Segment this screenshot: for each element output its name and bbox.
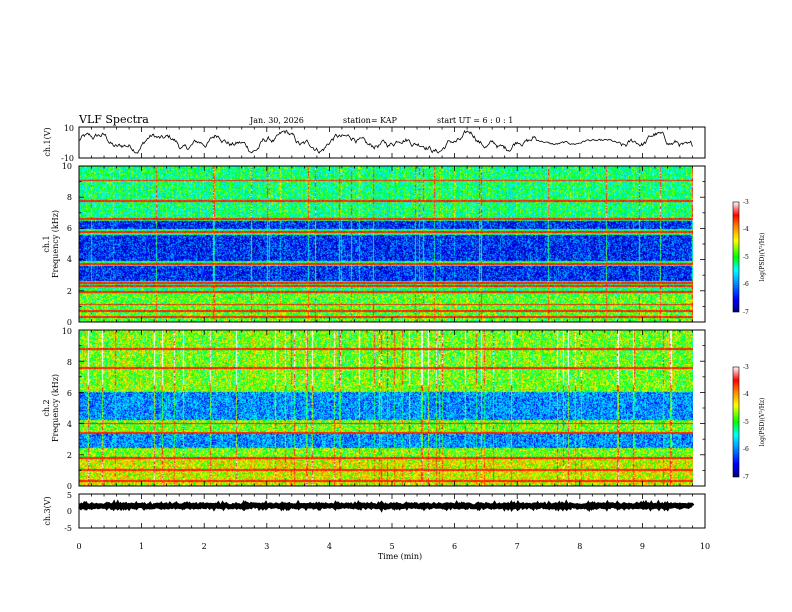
ch2-spec-ytick-2: 2 [67,451,72,460]
ch1-ticks [78,127,706,158]
ch1-spec-ylabel-2: Frequency (kHz) [51,210,60,278]
ch3-ylabel: ch.3(V) [43,496,52,525]
x-tick-label: 0 [76,542,81,551]
ch1-spectrogram-ticks [78,165,706,323]
x-tick-label: 8 [577,542,582,551]
ch1-ytick-bottom: -10 [61,154,74,163]
figure-station: station= KAP [343,116,398,125]
ch1-ytick-top: 10 [64,124,74,133]
x-tick-label: 5 [389,542,394,551]
ch1-waveform-line [78,129,693,154]
figure-start-ut: start UT = 6 : 0 : 1 [437,116,513,125]
ch1-spec-ytick-8: 8 [67,193,72,202]
colorbar-2-label: log(PSD)(V²/Hz) [759,398,766,447]
ch1-spectrogram-image [79,166,693,322]
ch2-spec-ylabel-1: ch.2 [42,399,51,416]
colorbar-2: -3 -4 -5 -6 -7 log(PSD)(V²/Hz) [732,364,766,481]
ch2-spec-ytick-10: 10 [62,327,72,336]
colorbar-1-tick-m4: -4 [743,226,749,233]
x-tick-label: 4 [327,542,332,551]
colorbar-2-tick-m4: -4 [743,391,749,398]
ch1-spec-ytick-6: 6 [67,224,72,233]
colorbar-2-gradient [732,366,740,478]
colorbar-1-tick-m5: -5 [743,254,749,261]
ch2-spec-ytick-6: 6 [67,389,72,398]
ch2-spec-ytick-8: 8 [67,358,72,367]
x-tick-label: 7 [515,542,520,551]
x-tick-label: 10 [700,542,710,551]
colorbar-2-tick-m5: -5 [743,419,749,426]
x-axis-label: Time (min) [378,552,422,561]
ch1-spectrogram-panel: 0 2 4 6 8 10 ch.1 Frequency (kHz) [42,162,706,327]
ch3-waveform-panel: 5 0 -5 ch.3(V) [43,491,706,533]
ch2-spectrogram-ticks [78,329,706,487]
figure-date: Jan. 30, 2026 [249,116,304,125]
x-tick-label: 1 [139,542,144,551]
colorbar-2-tick-m6: -6 [743,446,749,453]
ch1-spec-ytick-10: 10 [62,162,72,171]
ch2-spec-ytick-0: 0 [67,482,72,491]
colorbar-1-tick-m3: -3 [743,199,749,206]
ch3-waveform-line [78,499,695,513]
ch2-spectrogram-panel: 0 2 4 6 8 10 ch.2 Frequency (kHz) [42,327,706,491]
ch1-spec-ytick-2: 2 [67,287,72,296]
ch1-spec-ylabel-1: ch.1 [42,235,51,252]
x-tick-label: 2 [202,542,207,551]
x-axis-tick-labels: 0 1 2 3 4 5 6 7 8 9 10 [76,542,710,551]
ch2-spec-ytick-4: 4 [67,420,72,429]
x-tick-label: 3 [264,542,269,551]
ch2-spec-ylabel-2: Frequency (kHz) [51,374,60,442]
colorbar-2-tick-m7: -7 [743,474,749,481]
colorbar-1: -3 -4 -5 -6 -7 log(PSD)(V²/Hz) [732,199,766,316]
ch1-spec-ytick-4: 4 [67,255,72,264]
colorbar-1-label: log(PSD)(V²/Hz) [759,233,766,282]
ch3-ytick-m5: -5 [64,524,72,533]
x-tick-label: 9 [640,542,645,551]
figure-title: VLF Spectra [78,113,149,126]
colorbar-1-tick-m7: -7 [743,309,749,316]
ch1-waveform-panel: 10 -10 ch.1(V) [43,124,706,163]
ch3-ytick-5: 5 [67,491,72,500]
ch2-spectrogram-image [79,330,693,486]
colorbar-1-tick-m6: -6 [743,281,749,288]
colorbar-1-gradient [732,201,740,313]
ch1-spec-ytick-0: 0 [67,318,72,327]
ch3-ytick-0: 0 [67,507,72,516]
x-tick-label: 6 [452,542,457,551]
ch3-ticks [78,494,706,528]
ch1-ylabel: ch.1(V) [43,127,52,156]
colorbar-2-tick-m3: -3 [743,364,749,371]
